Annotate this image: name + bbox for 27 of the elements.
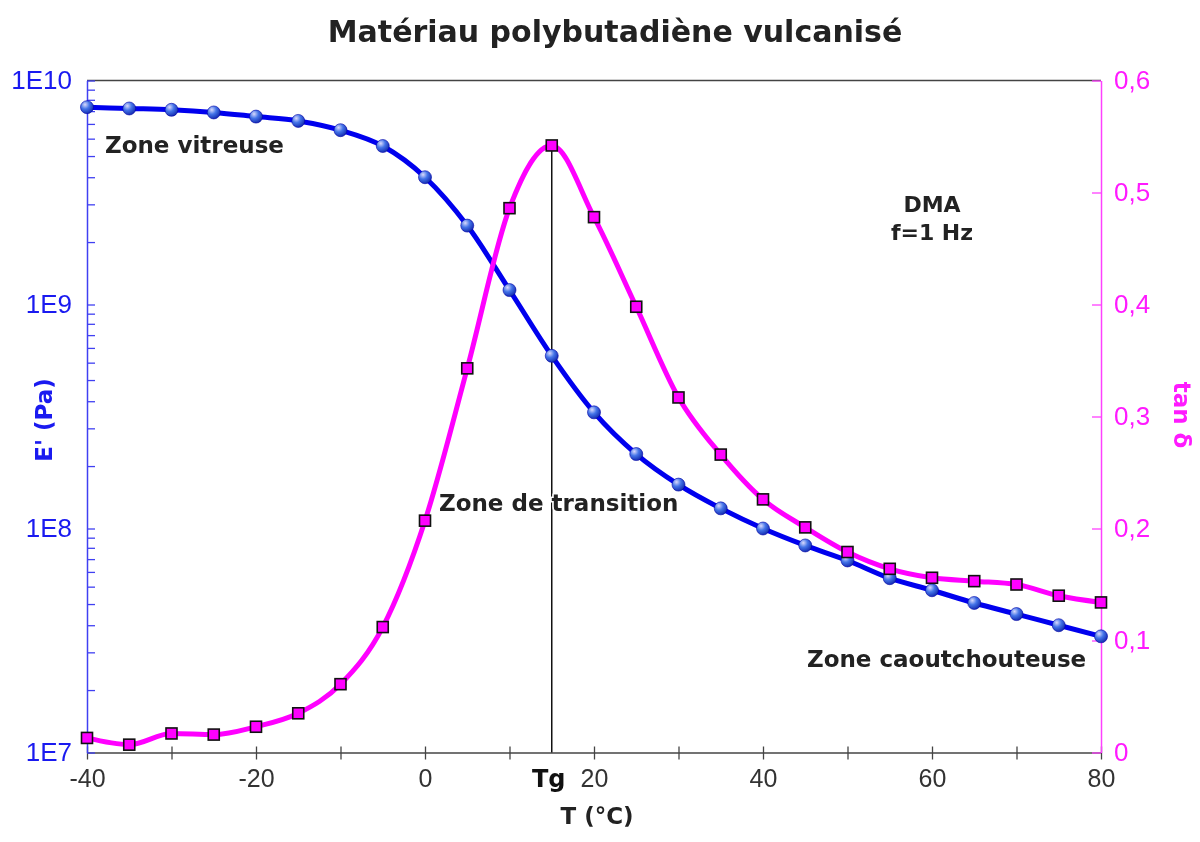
x-tick-label: 40 xyxy=(749,764,778,793)
x-tick-label: -20 xyxy=(238,764,275,793)
ref-line-label: Tg xyxy=(531,764,566,793)
y2-tick-label: 0,5 xyxy=(1114,177,1151,208)
y2-tick-label: 0,3 xyxy=(1114,401,1151,432)
y2-tick-label: 0,2 xyxy=(1114,513,1151,544)
y2-tick-label: 0,6 xyxy=(1114,65,1151,96)
y-tick-label: 1E9 xyxy=(25,289,72,320)
x-tick-label: 60 xyxy=(918,764,947,793)
x-axis-title: T (°C) xyxy=(560,803,634,829)
y2-tick-label: 0,1 xyxy=(1114,625,1151,656)
annotation: DMA xyxy=(903,192,961,217)
x-tick-label: -40 xyxy=(69,764,106,793)
y-tick-label: 1E8 xyxy=(25,513,72,544)
y-tick-label: 1E7 xyxy=(25,737,72,768)
y-tick-label: 1E10 xyxy=(11,65,72,96)
x-tick-label: 20 xyxy=(580,764,609,793)
annotation: f=1 Hz xyxy=(890,220,974,245)
annotation: Zone caoutchouteuse xyxy=(807,646,1087,672)
y2-tick-label: 0 xyxy=(1114,737,1129,768)
y2-axis-title: tan δ xyxy=(1168,381,1195,449)
annotation: Zone vitreuse xyxy=(105,132,284,158)
y2-tick-label: 0,4 xyxy=(1114,289,1151,320)
chart-title: Matériau polybutadiène vulcanisé xyxy=(327,14,903,49)
x-tick-label: 0 xyxy=(418,764,433,793)
y-axis-title: E' (Pa) xyxy=(31,378,58,462)
x-tick-label: 80 xyxy=(1087,764,1116,793)
